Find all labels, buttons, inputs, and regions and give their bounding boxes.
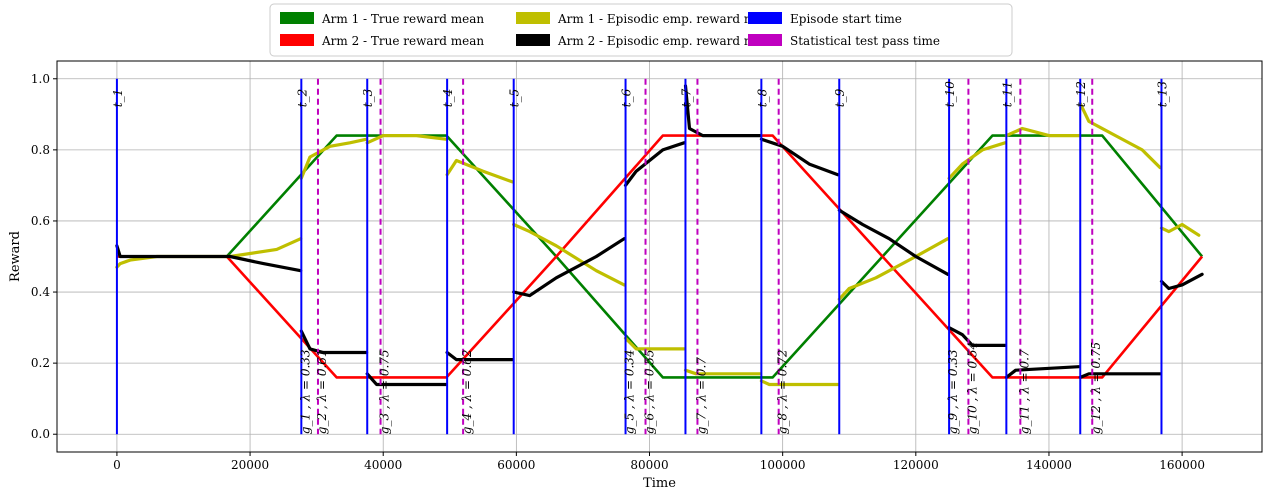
test-label: g_10 , λ = 0.54 xyxy=(965,342,979,434)
legend-swatch xyxy=(516,34,550,46)
test-label: g_9 , λ = 0.33 xyxy=(946,349,960,434)
event-labels: t_1 t_2 t_3 t_4 t_5 t_6 t_7 t_8 t_9 t_10 t_11 t_12 t… xyxy=(111,81,1170,434)
series-segment xyxy=(299,329,369,355)
y-tick-label: 0.4 xyxy=(31,285,50,299)
y-axis-title: Reward xyxy=(8,231,23,282)
episode-label: t_3 xyxy=(361,88,375,107)
series-segment xyxy=(837,237,950,301)
episode-label: t_1 xyxy=(111,89,125,107)
test-label: g_11 , λ = 0.7 xyxy=(1017,349,1031,434)
x-tick-label: 160000 xyxy=(1159,458,1205,472)
legend-swatch xyxy=(748,12,782,24)
episode-label: t_7 xyxy=(679,88,693,107)
series-segment xyxy=(299,137,369,180)
legend-swatch xyxy=(280,34,314,46)
x-tick-label: 120000 xyxy=(893,458,939,472)
test-label: g_2 , λ = 0.61 xyxy=(315,349,329,434)
legend-label: Arm 2 - True reward mean xyxy=(321,34,484,48)
test-label: g_3 , λ = 0.75 xyxy=(378,349,392,434)
series-segment xyxy=(623,141,686,187)
episode-label: t_2 xyxy=(295,89,309,107)
series-segment xyxy=(1004,126,1081,138)
x-tick-label: 80000 xyxy=(630,458,668,472)
series-segment xyxy=(947,141,1007,180)
episode-label: t_5 xyxy=(508,89,522,107)
legend-label: Arm 1 - Episodic emp. reward mean xyxy=(557,12,778,26)
series-segment xyxy=(1078,102,1162,170)
episode-label: t_4 xyxy=(441,89,455,107)
axes: 0 20000 40000 60000 80000 100000 120000 140000 1… xyxy=(31,72,1205,472)
series-line xyxy=(116,134,1204,379)
y-tick-label: 0.8 xyxy=(31,143,50,157)
series-segment xyxy=(683,368,762,376)
series-segment xyxy=(445,350,514,362)
x-tick-label: 0 xyxy=(113,458,121,472)
test-label: g_8 , λ = 0.72 xyxy=(776,349,790,434)
test-label: g_12 , λ = 0.75 xyxy=(1089,342,1103,434)
series-segment xyxy=(512,222,626,287)
series-segment xyxy=(365,372,448,387)
test-label: g_4 , λ = 0.62 xyxy=(460,349,474,434)
y-tick-label: 0.6 xyxy=(31,214,50,228)
series-segment xyxy=(365,134,448,145)
plot-area xyxy=(115,84,1204,387)
test-label: g_7 , λ = 0.7 xyxy=(694,357,708,434)
series-segment xyxy=(115,244,303,273)
series-segment xyxy=(683,84,762,138)
legend-box xyxy=(269,3,1013,57)
y-tick-label: 1.0 xyxy=(31,72,50,86)
x-tick-label: 20000 xyxy=(231,458,269,472)
legend-label: Arm 2 - Episodic emp. reward mean xyxy=(557,34,778,48)
episode-label: t_12 xyxy=(1074,81,1088,107)
series-segment xyxy=(759,379,840,387)
series-segment xyxy=(1004,365,1081,379)
legend-swatch xyxy=(280,12,314,24)
episode-label: t_9 xyxy=(833,88,847,107)
series-segment xyxy=(947,326,1007,347)
test-label: g_5 , λ = 0.34 xyxy=(623,349,637,434)
episode-label: t_13 xyxy=(1155,81,1169,107)
legend-label: Statistical test pass time xyxy=(790,34,940,48)
x-tick-label: 40000 xyxy=(364,458,402,472)
x-tick-label: 100000 xyxy=(760,458,806,472)
series-line xyxy=(116,134,1204,379)
episode-label: t_6 xyxy=(620,88,634,107)
series-segment xyxy=(512,237,626,298)
series-segment xyxy=(623,336,686,351)
series-segment xyxy=(1159,222,1201,237)
y-tick-label: 0.0 xyxy=(31,427,50,441)
series-segment xyxy=(1078,372,1162,379)
series-segment xyxy=(759,137,840,177)
legend-swatch xyxy=(516,12,550,24)
x-tick-label: 60000 xyxy=(497,458,535,472)
y-tick-label: 0.2 xyxy=(31,356,50,370)
plot-frame xyxy=(56,60,1263,453)
x-axis-title: Time xyxy=(643,476,676,491)
episode-label: t_11 xyxy=(1000,81,1014,107)
legend-swatch xyxy=(748,34,782,46)
legend: Arm 1 - True reward mean Arm 2 - True rew… xyxy=(269,3,1013,57)
x-tick-label: 140000 xyxy=(1026,458,1072,472)
series-segment xyxy=(837,208,950,276)
series-segment xyxy=(115,237,303,269)
test-label: g_6 , λ = 0.55 xyxy=(643,349,657,434)
event-lines xyxy=(115,78,1163,435)
episode-label: t_10 xyxy=(943,81,957,107)
test-label: g_1 , λ = 0.33 xyxy=(298,349,312,434)
legend-label: Arm 1 - True reward mean xyxy=(321,12,484,26)
series-segment xyxy=(1159,272,1204,291)
episode-label: t_8 xyxy=(755,88,769,107)
legend-label: Episode start time xyxy=(790,12,902,26)
series-segment xyxy=(445,158,514,184)
